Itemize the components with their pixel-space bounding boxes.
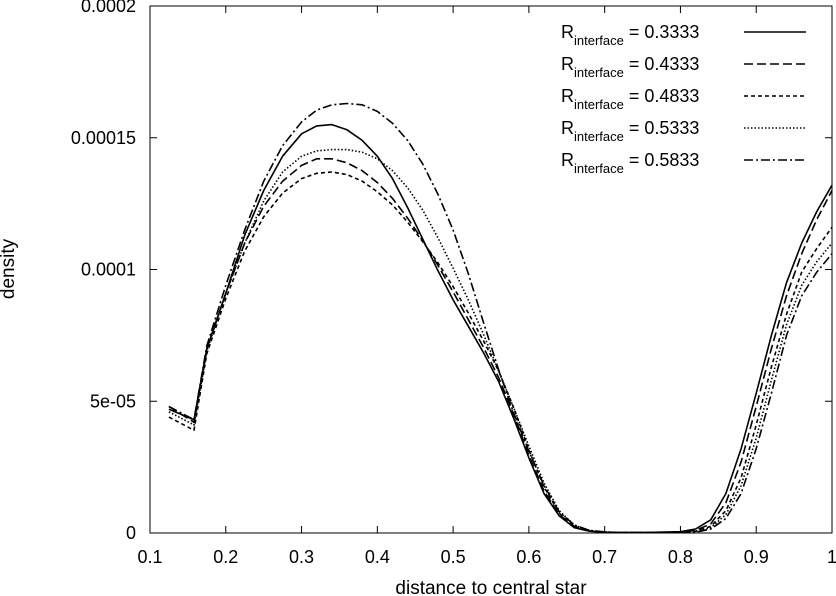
plot-frame [149,5,833,534]
x-tick-label: 0.3 [289,547,314,567]
axis-ticks: 0.1 0.2 0.3 0.4 0.5 0.6 0.7 0.8 0.9 1 0 5e-05 0.0001… [71,0,836,567]
x-tick-label: 0.1 [137,547,162,567]
x-tick-label: 1 [827,547,836,567]
legend-value: = 0.4333 [624,54,700,74]
y-tick-label: 0 [126,523,136,543]
y-tick-label: 5e-05 [90,391,136,411]
legend-symbol: R [561,86,574,106]
legend-label-3: Rinterface = 0.4833 [561,86,699,112]
legend-subscript: interface [574,65,624,80]
x-tick-label: 0.8 [668,547,693,567]
series-line-2 [168,158,833,534]
y-tick-label: 0.00015 [71,128,136,148]
legend-value: = 0.4833 [624,86,700,106]
y-tick-label: 0.0001 [81,260,136,280]
legend-label-4: Rinterface = 0.5333 [561,118,699,144]
x-tick-label: 0.4 [365,547,390,567]
series-line-3 [168,171,833,534]
legend-label-2: Rinterface = 0.4333 [561,54,699,80]
series-line-5 [168,102,833,534]
y-tick-label: 0.0002 [81,0,136,16]
legend-label-1: Rinterface = 0.3333 [561,22,699,48]
legend-value: = 0.5833 [624,150,700,170]
legend-subscript: interface [574,129,624,144]
legend-label-5: Rinterface = 0.5833 [561,150,699,176]
legend-symbol: R [561,54,574,74]
legend-value: = 0.3333 [624,22,700,42]
x-axis-title: distance to central star [395,578,587,596]
x-tick-label: 0.2 [213,547,238,567]
y-axis-title: density [0,238,19,299]
series-lines [168,102,833,534]
series-line-1 [168,123,833,534]
x-tick-label: 0.6 [516,547,541,567]
legend-subscript: interface [574,97,624,112]
legend-subscript: interface [574,33,624,48]
legend-symbol: R [561,118,574,138]
legend-value: = 0.5333 [624,118,700,138]
legend-subscript: interface [574,161,624,176]
legend-symbol: R [561,22,574,42]
x-tick-label: 0.7 [592,547,617,567]
legend-symbol: R [561,150,574,170]
x-tick-label: 0.9 [744,547,769,567]
x-tick-label: 0.5 [441,547,466,567]
